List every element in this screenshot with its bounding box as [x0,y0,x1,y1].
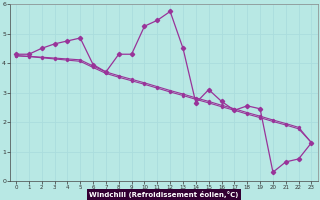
X-axis label: Windchill (Refroidissement éolien,°C): Windchill (Refroidissement éolien,°C) [89,191,238,198]
